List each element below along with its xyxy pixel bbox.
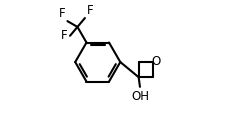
Text: F: F <box>87 4 93 17</box>
Text: F: F <box>59 7 65 20</box>
Text: O: O <box>152 55 161 68</box>
Text: OH: OH <box>132 90 150 103</box>
Text: F: F <box>61 29 68 42</box>
